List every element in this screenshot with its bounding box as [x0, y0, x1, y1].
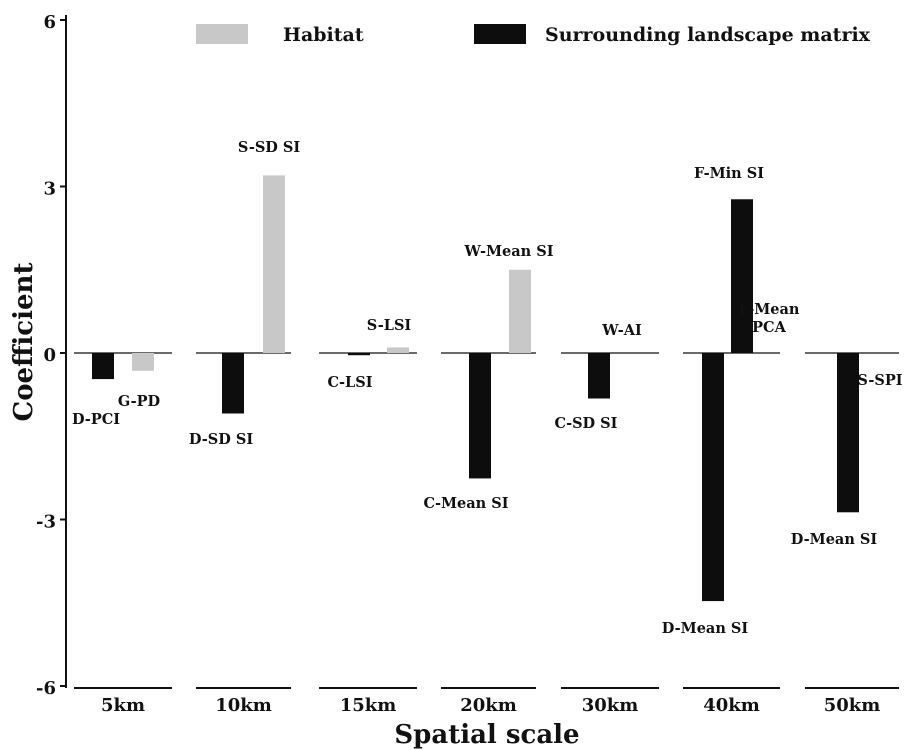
bar-label: D-Mean SI: [662, 620, 749, 637]
bar-label: G-PD: [118, 393, 160, 410]
bar: [588, 353, 610, 399]
y-tick-label: 6: [43, 12, 56, 33]
category-label: 10km: [215, 695, 272, 716]
bar: [387, 347, 409, 353]
bar-label: C-LSI: [327, 374, 372, 391]
bar: [469, 353, 491, 479]
category-labels: 5km 10km 15km 20km 30km 40km 50km: [101, 695, 880, 716]
legend-swatch-habitat: [196, 24, 248, 44]
category-label: 40km: [703, 695, 760, 716]
bar: [702, 353, 724, 602]
x-axis-title: Spatial scale: [394, 720, 579, 750]
bar-label: S-LSI: [367, 317, 412, 334]
y-tick-label: 3: [43, 179, 56, 200]
bar: [509, 269, 531, 353]
bar: [132, 353, 154, 371]
y-tick-label: 0: [43, 345, 56, 366]
bar-label: D-SD SI: [189, 431, 253, 448]
category-label: 5km: [101, 695, 145, 716]
bar-label: D-Mean SI: [791, 531, 878, 548]
bar-label: D-PCI: [72, 411, 120, 428]
category-label: 30km: [582, 695, 639, 716]
legend-swatch-matrix: [474, 24, 526, 44]
bar: [731, 199, 753, 353]
bar: [348, 353, 370, 356]
category-label: 20km: [460, 695, 517, 716]
y-tick-label: -6: [36, 678, 56, 699]
bar: [92, 353, 114, 380]
bar: [837, 353, 859, 513]
bar-label: F-Mean PCA: [739, 301, 800, 336]
legend-label-matrix: Surrounding landscape matrix: [545, 24, 871, 46]
bar-label: S-SPI: [857, 372, 902, 389]
y-ticks: 6 3 0 -3 -6: [36, 12, 66, 699]
bar-label: W-AI: [601, 322, 642, 339]
bars: [92, 175, 859, 602]
bar: [263, 175, 285, 353]
bar-label: S-SD SI: [238, 139, 301, 156]
bar-label: F-Min SI: [694, 165, 764, 182]
y-tick-label: -3: [36, 512, 56, 533]
bar: [222, 353, 244, 414]
bar-label: C-SD SI: [555, 415, 618, 432]
y-axis-title: Coefficient: [9, 263, 39, 422]
category-label: 50km: [824, 695, 881, 716]
category-label: 15km: [340, 695, 397, 716]
bar-label: C-Mean SI: [423, 495, 508, 512]
bar-label: W-Mean SI: [463, 243, 553, 260]
legend-label-habitat: Habitat: [283, 24, 364, 46]
legend: Habitat Surrounding landscape matrix: [196, 24, 871, 46]
